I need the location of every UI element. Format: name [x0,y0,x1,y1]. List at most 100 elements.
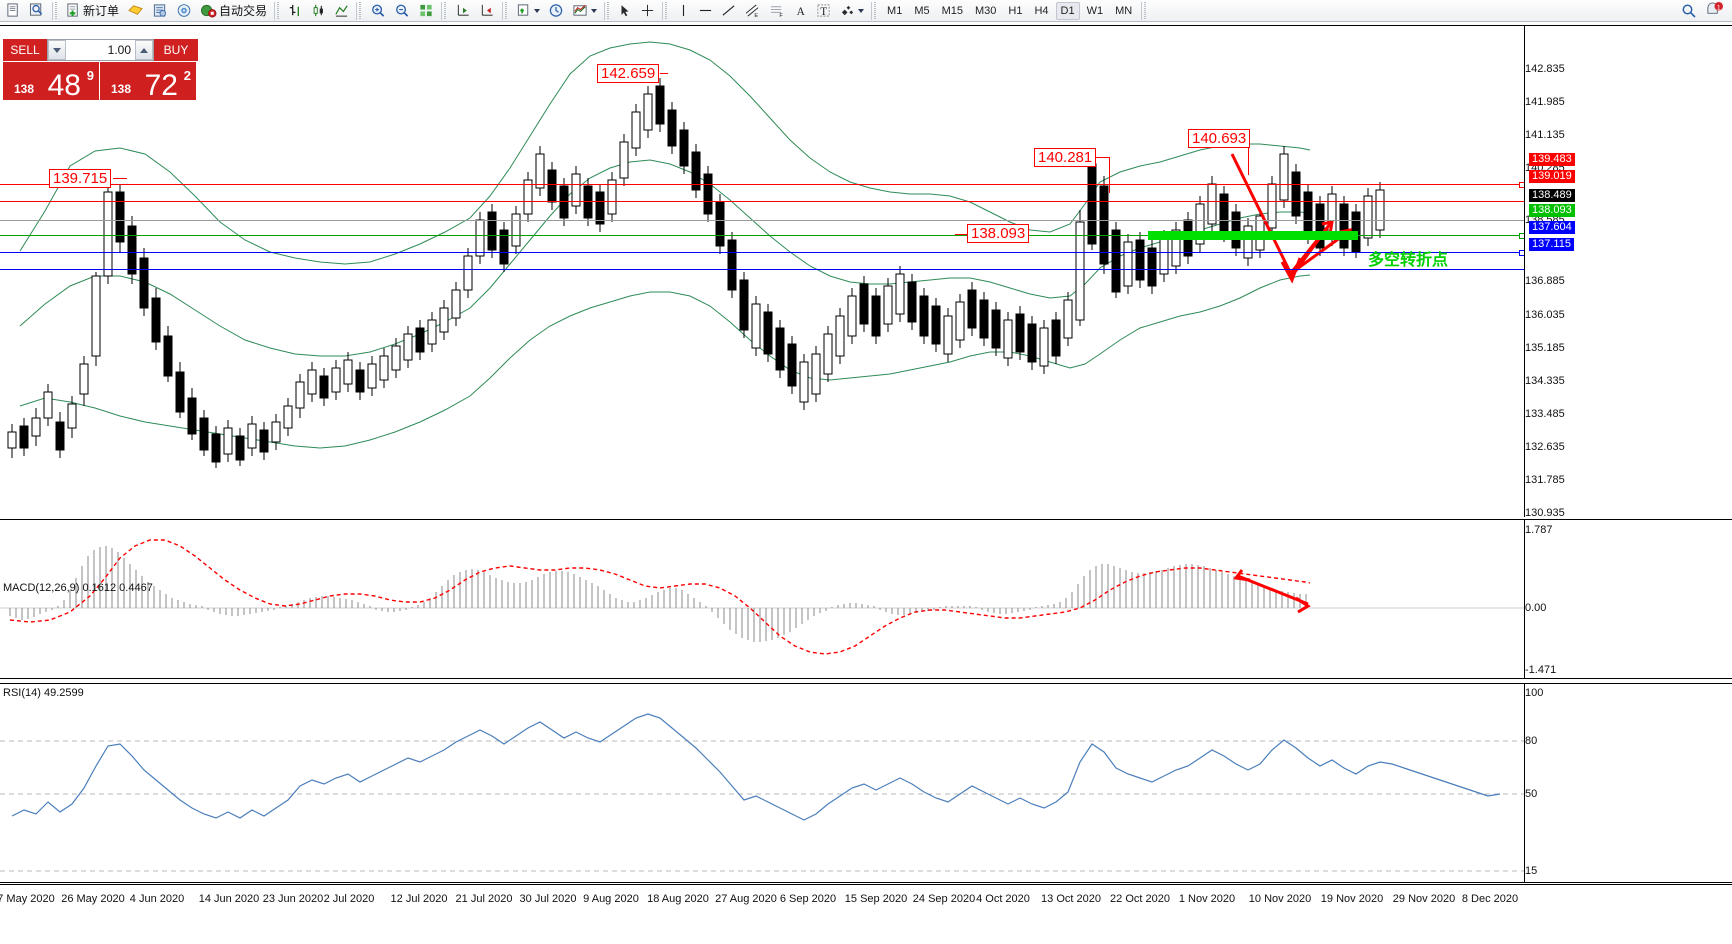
callout-139715[interactable]: 139.715 [49,169,112,188]
crosshair-icon[interactable] [637,1,658,21]
periods-icon[interactable] [545,1,567,21]
price-tick: 135.185 [1525,342,1565,354]
trendline-icon[interactable] [718,1,739,21]
callout-leader-140693-v [1248,147,1249,175]
new-order-button[interactable]: 新订单 [63,1,122,21]
callout-leader-140281-v [1109,157,1110,193]
one-click-trading-panel[interactable]: SELL 1.00 BUY 138 48 9 138 72 2 [3,39,198,101]
macd-plot-area[interactable] [0,520,1524,678]
chart-shift-icon[interactable] [476,1,498,21]
timeframe-m15[interactable]: M15 [941,4,963,17]
date-tick: 21 Jul 2020 [455,893,513,905]
price-tick: 132.635 [1525,441,1565,453]
hline-139-019[interactable] [0,201,1524,202]
macd-axis: 1.787 0.00 -1.471 [1524,520,1732,678]
main-toolbar: 新订单 自动交易 [0,0,1732,22]
candlestick-chart-icon[interactable] [308,1,329,21]
text-label-icon[interactable]: T [813,1,834,21]
timeframe-m5[interactable]: M5 [914,4,930,17]
hline-139-483[interactable] [0,182,1524,188]
auto-scroll-icon[interactable] [452,1,474,21]
hline-138-093[interactable] [0,233,1524,239]
hline-handle[interactable] [1519,233,1524,239]
timeframe-h1[interactable]: H1 [1008,4,1023,17]
hline-137-604[interactable] [0,250,1524,256]
buy-button[interactable]: BUY [154,39,198,61]
date-tick: 19 Nov 2020 [1320,893,1384,905]
equidistant-channel-icon[interactable]: E [741,1,764,21]
hline-handle[interactable] [1519,250,1524,256]
price-tick: 130.935 [1525,507,1565,519]
hline-137-115[interactable] [0,269,1524,270]
rsi-tick: 80 [1525,735,1538,747]
time-axis[interactable]: 7 May 2020 26 May 2020 4 Jun 2020 14 Jun… [0,884,1732,944]
volume-increase-button[interactable] [135,40,153,60]
macd-hand-arrow [1233,569,1311,614]
templates-icon[interactable] [569,1,600,21]
chevron-down-icon[interactable] [534,8,541,13]
cursor-icon[interactable] [615,1,635,21]
sell-price-sup: 9 [86,68,94,83]
search-icon[interactable] [1678,1,1700,21]
timeframe-m30[interactable]: M30 [975,4,997,17]
timeframe-mn[interactable]: MN [1115,4,1133,17]
hline-handle[interactable] [1519,182,1524,188]
rsi-pane: RSI(14) 49.2599 100 80 50 15 [0,683,1732,883]
chevron-down-icon[interactable] [858,8,865,13]
volume-decrease-button[interactable] [48,40,66,60]
expert-advisors-icon[interactable] [124,1,147,21]
price-tick: 142.835 [1525,63,1565,75]
navigator-icon[interactable] [173,1,195,21]
text-icon[interactable]: A [791,1,811,21]
line-chart-icon[interactable] [331,1,352,21]
buy-price-display[interactable]: 138 72 2 [100,62,196,101]
sell-price-display[interactable]: 138 48 9 [3,62,99,101]
timeframe-d1[interactable]: D1 [1055,1,1080,20]
price-chip-137115[interactable]: 137.115 [1529,238,1574,251]
price-chip-139483[interactable]: 139.483 [1529,153,1575,166]
macd-pane: MACD(12,26,9) 0.1612 0.4467 [0,519,1732,679]
date-tick: 4 Jun 2020 [129,893,185,905]
price-chip-137604[interactable]: 137.604 [1529,221,1575,234]
price-plot-area[interactable]: 多空转折点 139.715 142.659 138.093 140.281 14… [0,26,1524,517]
callout-140281[interactable]: 140.281 [1034,148,1097,167]
sell-button[interactable]: SELL [3,39,47,61]
data-window-icon[interactable] [149,1,171,21]
toolbar-separator [662,1,670,20]
toolbar-separator [52,1,59,20]
chevron-down-icon[interactable] [591,8,598,13]
callout-140693[interactable]: 140.693 [1188,129,1251,148]
autotrading-button[interactable]: 自动交易 [197,1,270,21]
zoom-in-icon[interactable] [367,1,389,21]
volume-stepper[interactable]: 1.00 [47,39,154,61]
price-chip-138093[interactable]: 138.093 [1529,204,1575,217]
vertical-line-icon[interactable] [673,1,693,21]
price-axis[interactable]: 142.835 141.985 141.135 140.285 138.585 … [1524,26,1732,519]
new-chart-icon[interactable] [3,1,24,21]
fibonacci-icon[interactable]: F [766,1,789,21]
rsi-plot-area[interactable] [0,684,1524,882]
date-tick: 22 Oct 2020 [1110,893,1170,905]
tile-windows-icon[interactable] [415,1,437,21]
callout-142659[interactable]: 142.659 [597,64,660,83]
volume-input[interactable]: 1.00 [107,43,131,57]
svg-text:E: E [754,13,758,18]
alerts-icon[interactable]: 1 [1702,1,1727,21]
timeframe-h4[interactable]: H4 [1034,4,1049,17]
horizontal-line-icon[interactable] [695,1,716,21]
hline-138-489-bid [0,220,1524,221]
shapes-icon[interactable] [836,1,867,21]
price-chip-139019[interactable]: 139.019 [1529,170,1575,183]
support-zone-marker[interactable] [1148,231,1358,240]
zoom-out-icon[interactable] [391,1,413,21]
macd-tick: -1.471 [1525,664,1557,676]
bar-chart-icon[interactable] [285,1,306,21]
timeframe-m1[interactable]: M1 [887,4,903,17]
callout-138093[interactable]: 138.093 [967,224,1030,243]
market-watch-icon[interactable] [26,1,48,21]
timeframe-w1[interactable]: W1 [1086,4,1104,17]
indicators-icon[interactable] [513,1,543,21]
date-tick: 15 Sep 2020 [844,893,908,905]
date-tick: 30 Jul 2020 [519,893,577,905]
date-tick: 4 Oct 2020 [976,893,1030,905]
